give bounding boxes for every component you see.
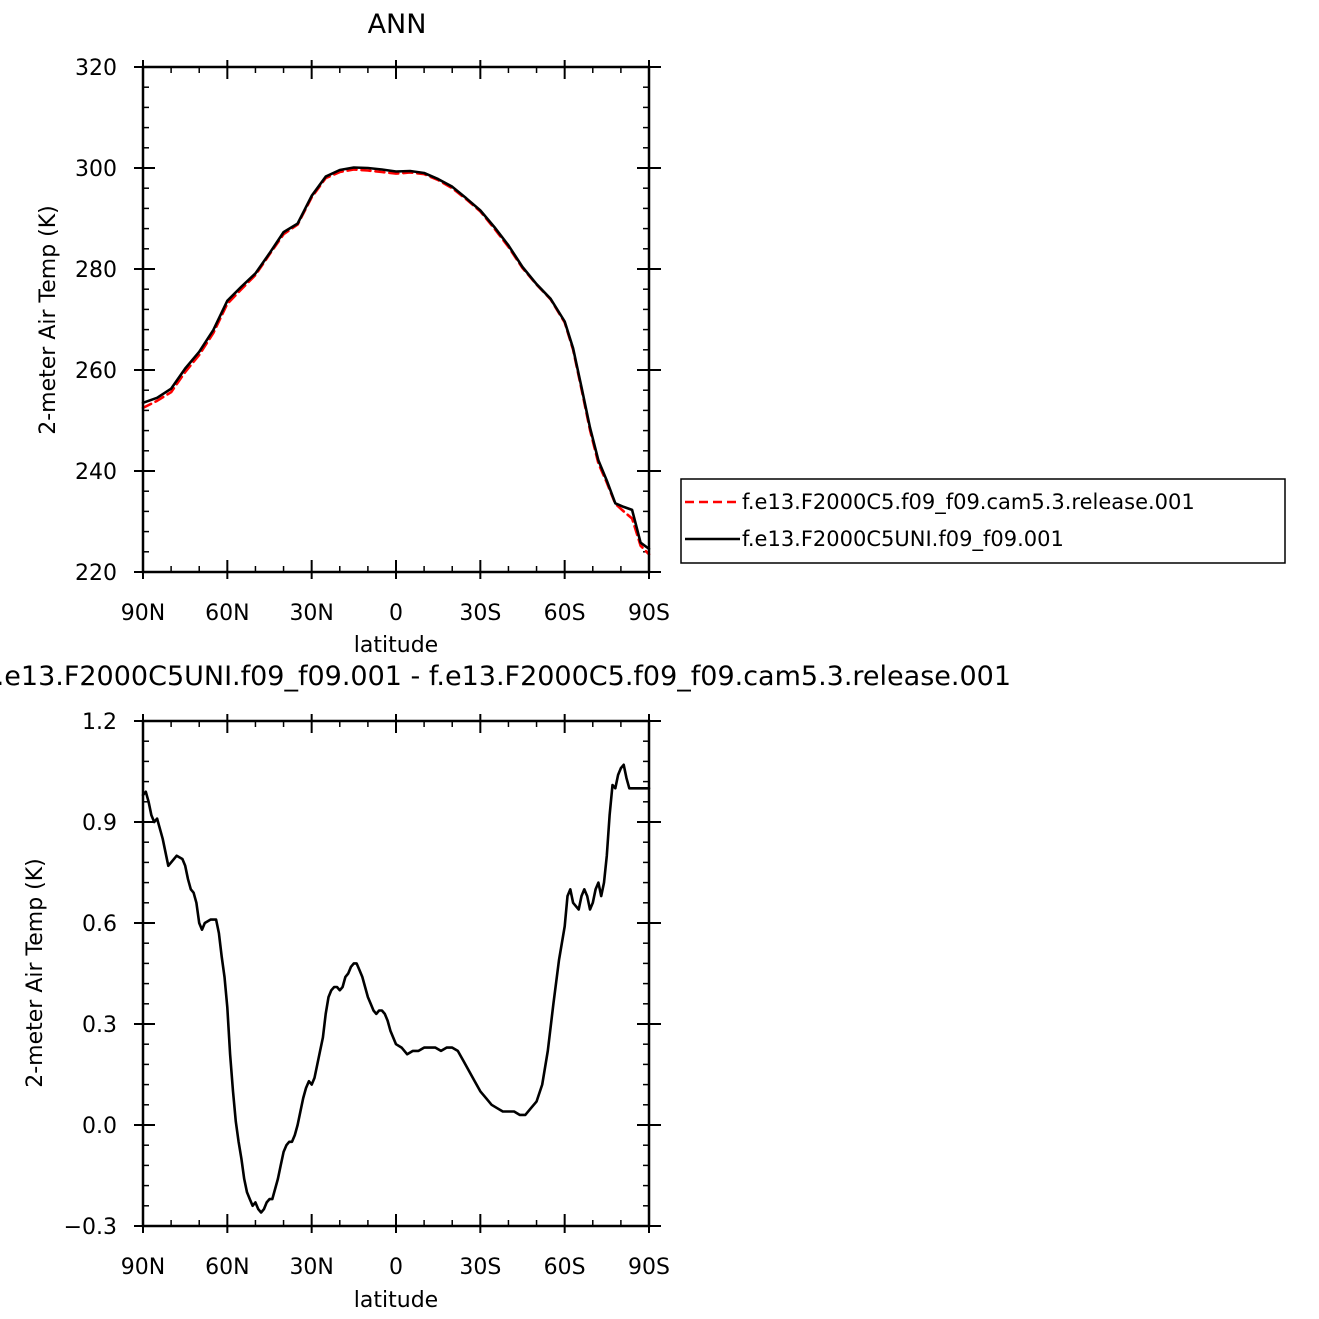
top-line-chart: ANN 90N 60N 30N 0 30S 60S 90S 220 240 260 280 300 32… <box>36 9 1286 658</box>
difference-x-tick-label: 30N <box>289 1255 333 1280</box>
difference-plot-frame <box>141 719 651 1228</box>
top-x-axis-label: latitude <box>354 633 438 658</box>
top-x-tick-label: 0 <box>389 601 403 626</box>
difference-x-tick-label: 60S <box>544 1255 586 1280</box>
difference-x-tick-label: 90S <box>628 1255 670 1280</box>
top-x-tick-label: 90S <box>628 601 670 626</box>
difference-y-tick-label: 0.0 <box>82 1114 117 1139</box>
top-y-tick-label: 240 <box>75 460 117 485</box>
difference-x-tick-label: 30S <box>459 1255 501 1280</box>
top-chart-title: ANN <box>368 9 427 40</box>
top-y-tick-label: 280 <box>75 258 117 283</box>
difference-x-tick-label: 0 <box>389 1255 403 1280</box>
top-y-tick-label: 260 <box>75 359 117 384</box>
top-series-line-0 <box>141 168 651 556</box>
top-y-tick-label: 320 <box>75 56 117 81</box>
difference-y-tick-label: 1.2 <box>82 710 117 735</box>
difference-series-line-0 <box>141 763 651 1214</box>
top-x-tick-label: 30S <box>459 601 501 626</box>
legend: f.e13.F2000C5.f09_f09.cam5.3.release.001… <box>680 478 1286 564</box>
top-x-tick-label: 30N <box>289 601 333 626</box>
top-y-tick-label: 220 <box>75 561 117 586</box>
difference-y-tick-label: 0.6 <box>82 912 117 937</box>
difference-y-axis-label: 2-meter Air Temp (K) <box>23 858 48 1088</box>
top-series-line-1 <box>141 166 651 551</box>
legend-label-uni: f.e13.F2000C5UNI.f09_f09.001 <box>742 527 1064 552</box>
top-y-axis-label: 2-meter Air Temp (K) <box>36 205 61 435</box>
difference-y-tick-label: 0.3 <box>82 1013 117 1038</box>
difference-x-tick-label: 90N <box>121 1255 165 1280</box>
legend-box <box>680 478 1286 564</box>
difference-y-tick-label: 0.9 <box>82 811 117 836</box>
difference-x-axis-label: latitude <box>354 1288 438 1313</box>
top-x-tick-label: 60S <box>544 601 586 626</box>
legend-label-release: f.e13.F2000C5.f09_f09.cam5.3.release.001 <box>742 490 1195 515</box>
difference-chart-title: f.e13.F2000C5UNI.f09_f09.001 - f.e13.F20… <box>0 661 1011 692</box>
difference-y-tick-label: −0.3 <box>64 1215 117 1240</box>
top-x-tick-label: 90N <box>121 601 165 626</box>
difference-x-tick-label: 60N <box>205 1255 249 1280</box>
difference-line-chart: f.e13.F2000C5UNI.f09_f09.001 - f.e13.F20… <box>0 661 1011 1313</box>
top-plot-frame <box>141 65 651 574</box>
top-y-tick-label: 300 <box>75 157 117 182</box>
top-x-tick-label: 60N <box>205 601 249 626</box>
